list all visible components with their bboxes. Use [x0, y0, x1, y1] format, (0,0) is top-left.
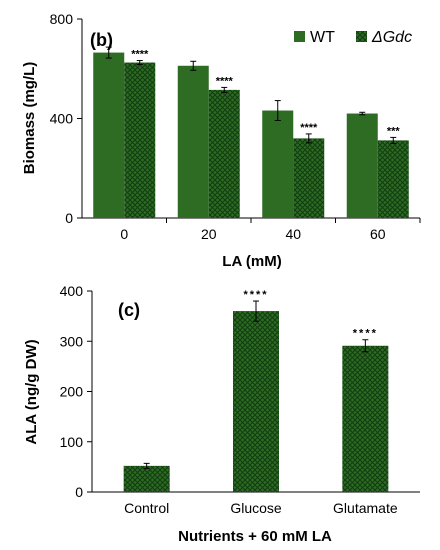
- biomass-chart: (b) Biomass (mg/L) LA (mM) WT ΔGdc 04008…: [21, 11, 421, 270]
- bar: [377, 140, 409, 218]
- y-tick-label: 200: [60, 384, 84, 400]
- y-tick-label: 300: [60, 333, 84, 349]
- legend-swatch-mutant: [356, 31, 367, 42]
- significance-label: ***: [387, 125, 401, 137]
- panel-label-b: (b): [90, 30, 113, 50]
- bar: [262, 110, 294, 218]
- bar: [346, 113, 378, 218]
- bar: [123, 465, 170, 492]
- bar: [93, 52, 125, 218]
- x-tick-label: 20: [201, 226, 217, 242]
- axes-0: 0 400 800 0 20 40 60: [50, 11, 421, 242]
- bar: [208, 89, 240, 218]
- y-tick-label: 400: [60, 283, 84, 299]
- bar: [177, 65, 209, 218]
- y-axis-label-b: Biomass (mg/L): [21, 62, 38, 175]
- bar: [233, 311, 279, 492]
- y-tick-label: 800: [50, 11, 74, 27]
- legend-b: WT ΔGdc: [294, 29, 412, 46]
- significance-label: ****: [243, 289, 268, 301]
- bar: [342, 345, 389, 492]
- y-tick-label: 0: [75, 484, 83, 500]
- panel-label-c: (c): [118, 300, 140, 320]
- y-axis-label-c: ALA (ng/g DW): [23, 339, 40, 444]
- x-tick-label: Control: [124, 500, 169, 516]
- x-tick-label: Glutamate: [333, 500, 398, 516]
- x-tick-label: Glucose: [230, 500, 282, 516]
- legend-label-mutant: ΔGdc: [371, 29, 412, 46]
- x-tick-label: 0: [120, 226, 128, 242]
- x-axis-label-c: Nutrients + 60 mM LA: [178, 528, 332, 545]
- y-tick-label: 100: [60, 434, 84, 450]
- y-tick-label: 0: [65, 210, 73, 226]
- y-tick-label: 400: [50, 111, 74, 127]
- ala-chart: (c) ALA (ng/g DW) Nutrients + 60 mM LA 0…: [23, 283, 420, 545]
- x-tick-label: 60: [370, 226, 386, 242]
- bar: [293, 138, 325, 218]
- significance-label: ****: [353, 328, 378, 340]
- significance-label: ****: [300, 122, 318, 134]
- x-tick-label: 40: [285, 226, 301, 242]
- significance-label: ****: [131, 49, 149, 61]
- legend-swatch-wt: [294, 31, 305, 42]
- significance-label: ****: [216, 75, 234, 87]
- bar: [124, 62, 156, 218]
- legend-label-wt: WT: [310, 29, 335, 46]
- x-axis-label-b: LA (mM): [222, 253, 281, 270]
